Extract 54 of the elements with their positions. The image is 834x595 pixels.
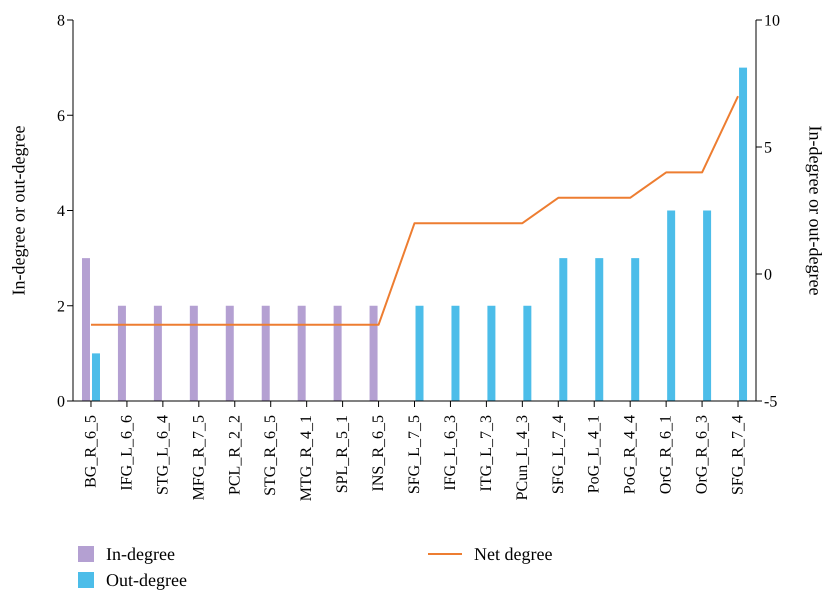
bar	[298, 306, 306, 401]
x-tick-label: PCun_L_4_3	[514, 415, 531, 500]
bar	[667, 210, 676, 401]
bar	[190, 306, 198, 401]
x-tick-label: SFG_L_7_4	[550, 415, 567, 494]
bar	[523, 306, 532, 401]
y-tick-label: 6	[57, 108, 65, 125]
legend-label: Net degree	[474, 544, 552, 564]
bar	[739, 68, 748, 401]
x-tick-label: PoG_R_4_4	[622, 415, 639, 494]
bar	[226, 306, 234, 401]
bar	[262, 306, 270, 401]
x-tick-label: MFG_R_7_5	[190, 415, 208, 500]
legend-label: Out-degree	[106, 570, 187, 590]
bar	[559, 258, 568, 401]
x-tick-label: OrG_R_6_3	[694, 415, 711, 494]
x-tick-label: SFG_L_7_5	[406, 415, 423, 494]
bar	[487, 306, 496, 401]
bar	[118, 306, 126, 401]
x-tick-label: IFG_L_6_6	[118, 415, 136, 491]
y-tick-label: 8	[57, 12, 65, 30]
y-axis-title: In-degree or out-degree	[8, 126, 28, 296]
bar	[92, 353, 100, 401]
x-tick-label: MTG_R_4_1	[298, 415, 316, 502]
bar	[595, 258, 604, 401]
y2-tick-label: 10	[764, 12, 780, 30]
legend-label: In-degree	[106, 544, 175, 564]
y2-tick-label: 0	[764, 266, 772, 284]
x-tick-label: SPL_R_5_1	[334, 415, 352, 494]
x-tick-label: OrG_R_6_1	[658, 415, 675, 494]
x-tick-label: STG_R_6_5	[262, 415, 280, 496]
x-tick-label: BG_R_6_5	[82, 415, 100, 488]
bar	[82, 258, 90, 401]
x-tick-label: PCL_R_2_2	[226, 415, 244, 496]
bar	[370, 306, 378, 401]
y-tick-label: 2	[57, 298, 65, 316]
bar	[703, 210, 712, 401]
bar	[631, 258, 640, 401]
bar	[451, 306, 460, 401]
bar	[154, 306, 162, 401]
line-series	[90, 95, 740, 326]
x-tick-label: SFG_R_7_4	[730, 415, 747, 496]
y2-tick-label: -5	[764, 394, 778, 411]
x-tick-label: INS_R_6_5	[370, 415, 388, 492]
bar	[334, 306, 342, 401]
y-tick-label: 4	[57, 203, 65, 220]
y2-axis-title: In-degree or out-degree	[806, 126, 826, 296]
x-tick-label: STG_L_6_4	[154, 415, 172, 495]
y-tick-label: 0	[57, 394, 65, 411]
x-tick-label: PoG_L_4_1	[586, 415, 603, 494]
y2-tick-label: 5	[764, 140, 772, 157]
x-tick-label: ITG_L_7_3	[478, 415, 495, 492]
bar	[416, 306, 424, 401]
x-tick-label: IFG_L_6_3	[442, 415, 459, 491]
